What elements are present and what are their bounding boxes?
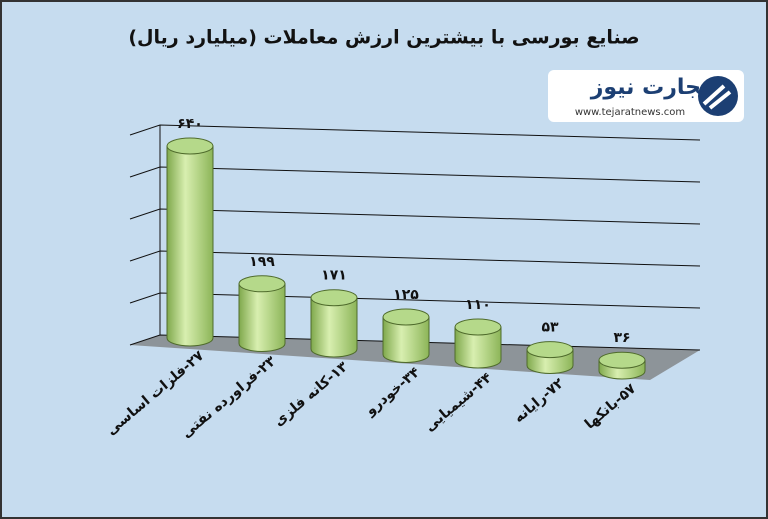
cylinder — [238, 275, 286, 352]
value-label: ۶۴۰ — [177, 116, 203, 132]
bar-top — [238, 275, 286, 293]
bar — [310, 297, 358, 358]
value-label: ۱۷۱ — [321, 268, 347, 284]
value-label: ۱۲۵ — [393, 287, 419, 303]
bar — [454, 326, 502, 369]
value-label: ۱۹۹ — [249, 254, 275, 270]
bar-top — [598, 351, 646, 369]
value-label: ۱۱۰ — [465, 297, 491, 313]
bar — [166, 145, 214, 347]
cylinder — [454, 318, 502, 369]
cylinder — [166, 137, 214, 347]
cylinder — [526, 341, 574, 374]
bar — [238, 283, 286, 352]
logo-icon-mark — [702, 84, 732, 110]
bar — [382, 316, 430, 363]
logo-box — [548, 70, 744, 122]
cylinder — [598, 351, 646, 380]
bar-top — [310, 289, 358, 307]
value-label: ۵۳ — [541, 320, 559, 336]
bar-top — [526, 341, 574, 359]
chart-title: صنایع بورسی با بیشترین ارزش معاملات (میل… — [128, 27, 639, 49]
logo-name: تجارت نیوز — [590, 75, 710, 100]
value-label: ۳۶ — [613, 330, 630, 346]
bar-top — [382, 308, 430, 326]
logo-url: www.tejaratnews.com — [575, 107, 685, 118]
cylinder — [310, 289, 358, 358]
cylinder — [382, 308, 430, 363]
logo-icon — [698, 76, 738, 116]
bar-top — [454, 318, 502, 336]
logo: تجارت نیوز www.tejaratnews.com — [548, 70, 744, 122]
bar-top — [166, 137, 214, 155]
